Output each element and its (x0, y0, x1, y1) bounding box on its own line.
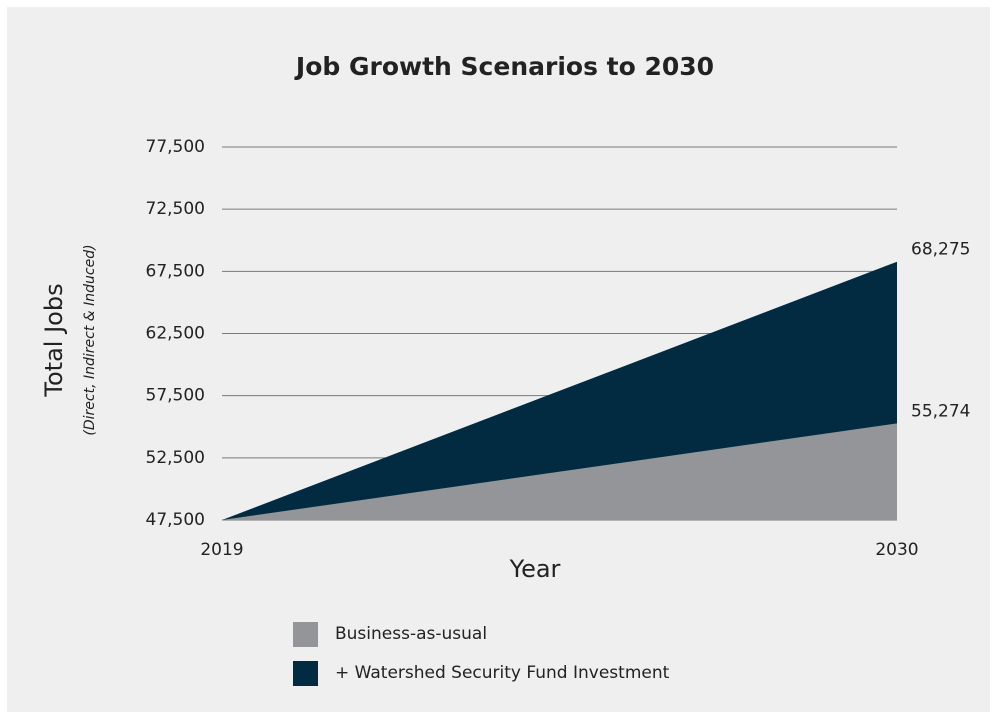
y-tick-label: 62,500 (146, 324, 205, 344)
chart-title: Job Growth Scenarios to 2030 (294, 52, 714, 81)
y-axis-title: Total Jobs (40, 283, 68, 397)
y-tick-label: 57,500 (146, 386, 205, 406)
legend-label: + Watershed Security Fund Investment (335, 663, 670, 683)
legend-swatch (293, 661, 318, 686)
legend-label: Business-as-usual (335, 624, 487, 644)
y-tick-label: 77,500 (146, 137, 205, 157)
y-tick-label: 47,500 (146, 510, 205, 530)
legend-swatch (293, 622, 318, 647)
y-axis-subtitle: (Direct, Indirect & Induced) (82, 244, 98, 435)
x-tick-label: 2030 (875, 540, 918, 560)
y-tick-label: 67,500 (146, 261, 205, 281)
x-tick-label: 2019 (200, 540, 243, 560)
data-label: 55,274 (911, 401, 970, 421)
area (222, 423, 897, 520)
y-tick-label: 72,500 (146, 199, 205, 219)
data-label: 68,275 (911, 240, 970, 260)
x-axis-title: Year (509, 555, 561, 583)
y-tick-label: 52,500 (146, 448, 205, 468)
